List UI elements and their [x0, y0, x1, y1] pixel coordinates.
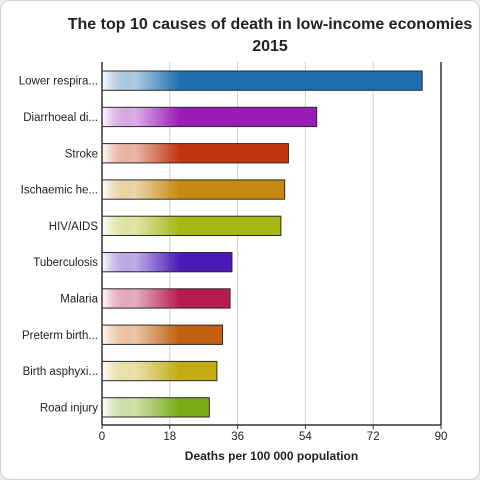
- category-label: Tuberculosis: [33, 257, 98, 269]
- bar: [101, 179, 286, 200]
- bar: [101, 252, 233, 273]
- bar: [101, 360, 218, 382]
- category-label: Ischaemic he...: [21, 185, 98, 197]
- bar: [101, 324, 224, 345]
- x-tick-label: 72: [367, 431, 380, 443]
- bar: [101, 70, 423, 91]
- bar: [101, 288, 231, 309]
- x-tick-label: 90: [435, 431, 448, 443]
- x-tick-label: 54: [299, 431, 312, 443]
- bar: [101, 397, 210, 418]
- category-label: Stroke: [65, 148, 98, 160]
- category-label: Birth asphyxi...: [23, 366, 98, 378]
- bar: [101, 143, 289, 164]
- chart-title: The top 10 causes of death in low-income…: [67, 16, 473, 55]
- x-tick-label: 36: [231, 431, 244, 443]
- category-label: Road injury: [40, 402, 98, 414]
- category-label: Malaria: [60, 293, 98, 305]
- x-tick-label: 0: [99, 431, 105, 443]
- category-label: Lower respira...: [19, 76, 98, 88]
- x-tick-label: 18: [163, 431, 176, 443]
- x-axis-label: Deaths per 100 000 population: [185, 449, 358, 463]
- bar: [101, 106, 318, 128]
- category-label: HIV/AIDS: [49, 221, 99, 233]
- category-label: Diarrhoeal di...: [23, 112, 98, 124]
- category-label: Preterm birth...: [22, 330, 98, 342]
- bar: [101, 215, 282, 236]
